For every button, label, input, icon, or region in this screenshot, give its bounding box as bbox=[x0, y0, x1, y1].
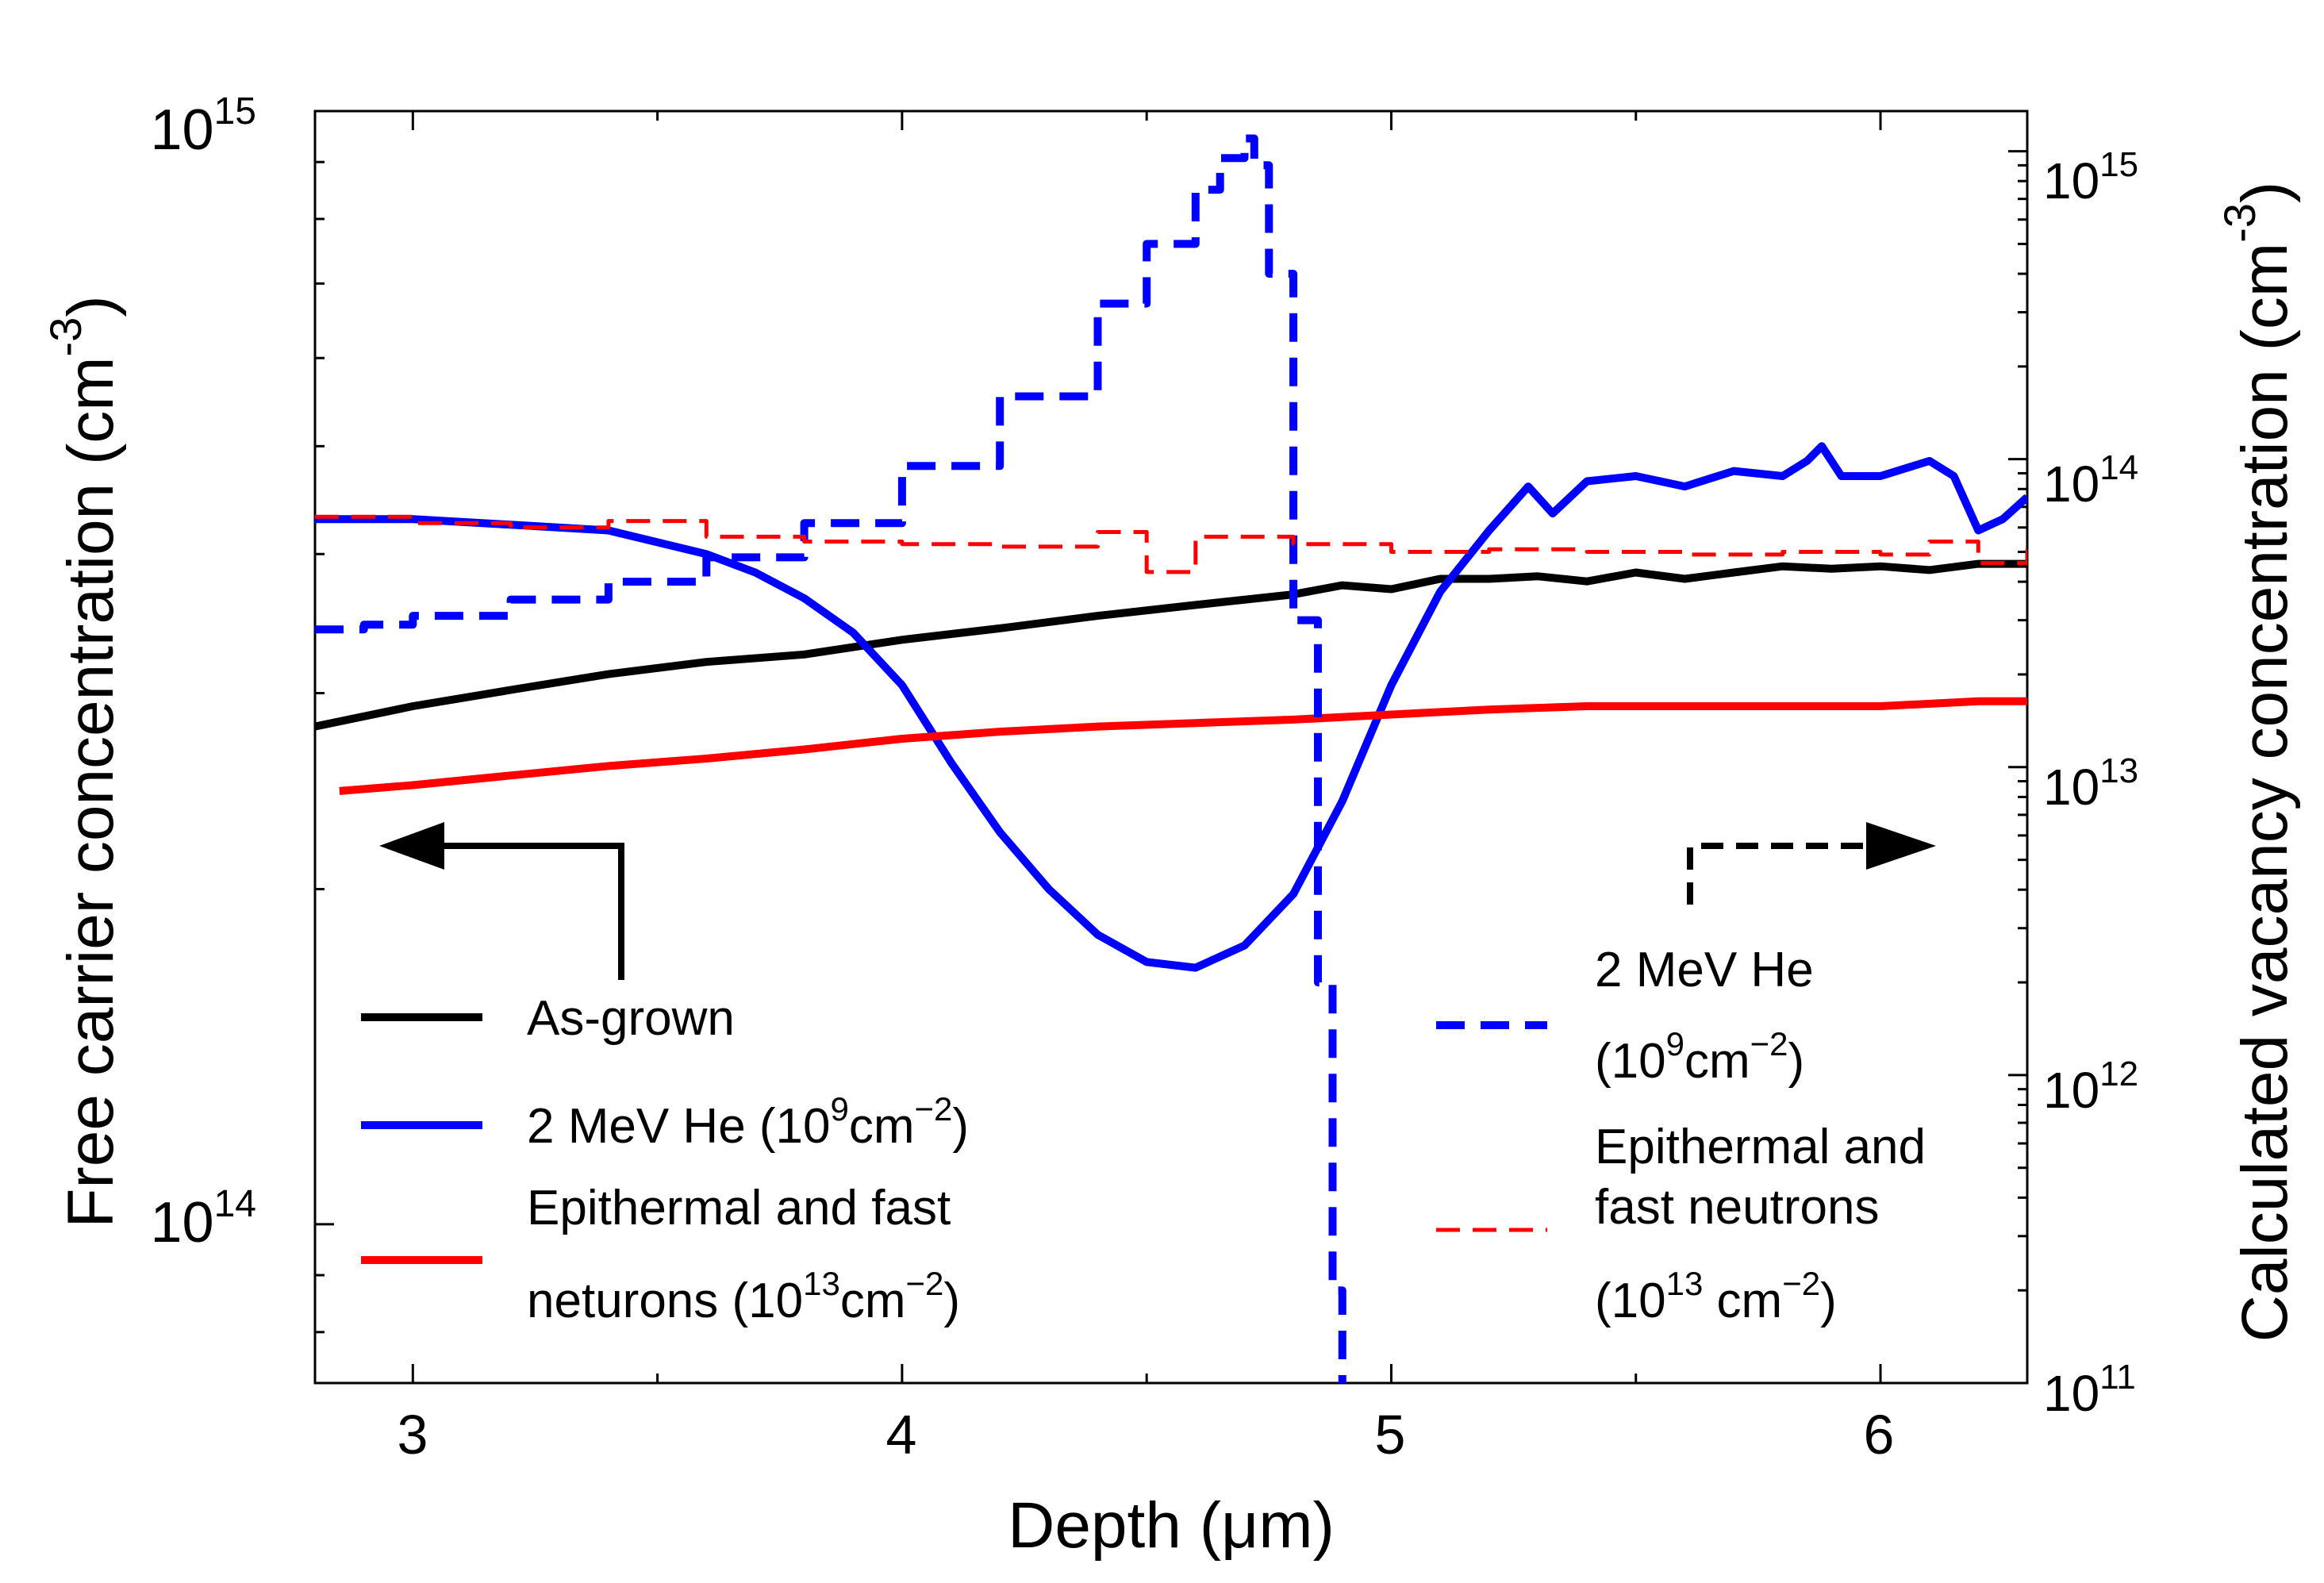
legend-left: As-grown 2 MeV He (109cm−2) Epithermal a… bbox=[361, 991, 969, 1328]
y-right-tick-label-14: 1014 bbox=[2043, 448, 2138, 513]
left-axis-arrow-icon bbox=[379, 822, 624, 980]
y-right-tick-label-13: 1013 bbox=[2043, 751, 2138, 816]
plot-frame bbox=[313, 110, 2029, 1385]
x-tick-label-3: 3 bbox=[398, 1404, 428, 1466]
y-right-tick-label-11: 1011 bbox=[2043, 1358, 2136, 1422]
legend-label-he-vacancy-line1: 2 MeV He bbox=[1595, 943, 1814, 997]
series-neutron-vacancy bbox=[315, 514, 2027, 574]
y-right-axis-label: Calculated vacancy concentration (cm-3) bbox=[2215, 182, 2301, 1343]
series-he-carrier bbox=[315, 442, 2027, 972]
y-left-tick-label-14: 1014 bbox=[151, 1183, 256, 1254]
axis-ticks bbox=[315, 110, 2027, 1385]
legend-label-neutron-vacancy-line2: fast neutrons bbox=[1595, 1180, 1879, 1235]
series-neutron-carrier bbox=[339, 697, 2027, 795]
series-as-grown bbox=[315, 559, 2027, 731]
legend-label-neutron-vacancy-line3: (1013 cm−2) bbox=[1595, 1265, 1837, 1328]
legend-label-neutron-carrier-line1: Epithermal and fast bbox=[527, 1181, 951, 1235]
legend-label-neutron-carrier-line2: neturons (1013cm−2) bbox=[527, 1265, 960, 1328]
y-right-tick-label-15: 1015 bbox=[2043, 145, 2138, 209]
x-tick-label-5: 5 bbox=[1375, 1404, 1406, 1466]
y-left-axis-label: Free carrier concentration (cm-3) bbox=[40, 295, 127, 1228]
x-axis-label: Depth (μm) bbox=[1008, 1489, 1335, 1562]
y-right-tick-label-12: 1012 bbox=[2043, 1055, 2138, 1119]
legend-label-neutron-vacancy-line1: Epithermal and bbox=[1595, 1120, 1926, 1174]
legend-right: 2 MeV He (109cm−2) Epithermal and fast n… bbox=[1436, 943, 1926, 1328]
x-tick-label-6: 6 bbox=[1864, 1404, 1895, 1466]
legend-label-he-carrier: 2 MeV He (109cm−2) bbox=[527, 1090, 969, 1154]
x-tick-label-4: 4 bbox=[886, 1404, 917, 1466]
series-he-vacancy bbox=[315, 134, 1346, 1383]
legend-label-as-grown: As-grown bbox=[527, 991, 735, 1046]
y-left-tick-label-15: 1015 bbox=[151, 90, 256, 162]
right-axis-arrow-icon bbox=[1687, 822, 1936, 905]
series-group bbox=[315, 134, 2027, 1383]
legend-label-he-vacancy-line2: (109cm−2) bbox=[1595, 1025, 1804, 1089]
